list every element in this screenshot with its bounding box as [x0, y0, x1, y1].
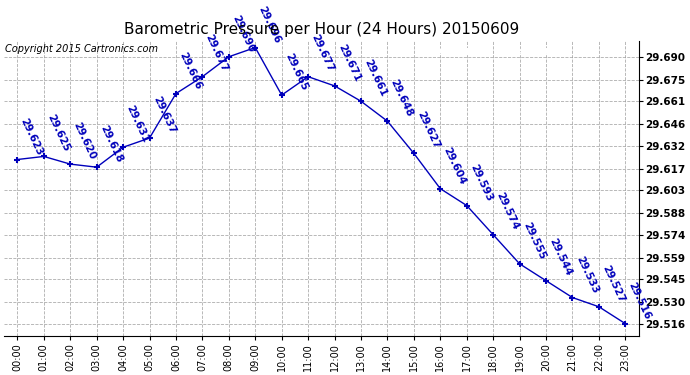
Text: Copyright 2015 Cartronics.com: Copyright 2015 Cartronics.com [6, 44, 159, 54]
Text: 29.544: 29.544 [547, 237, 573, 278]
Text: 29.620: 29.620 [72, 121, 98, 161]
Text: 29.661: 29.661 [362, 58, 388, 99]
Text: 29.604: 29.604 [442, 145, 468, 186]
Text: 29.637: 29.637 [151, 94, 177, 135]
Text: 29.648: 29.648 [388, 78, 415, 118]
Text: 29.593: 29.593 [468, 162, 494, 203]
Text: 29.574: 29.574 [495, 191, 521, 232]
Text: 29.555: 29.555 [521, 220, 547, 261]
Text: 29.527: 29.527 [600, 263, 627, 304]
Text: 29.631: 29.631 [124, 104, 150, 144]
Text: 29.627: 29.627 [415, 110, 442, 151]
Text: 29.623: 29.623 [19, 116, 45, 157]
Text: 29.618: 29.618 [98, 124, 124, 164]
Text: 29.690: 29.690 [230, 13, 256, 54]
Text: 29.696: 29.696 [257, 4, 283, 45]
Text: 29.516: 29.516 [627, 280, 653, 321]
Title: Barometric Pressure per Hour (24 Hours) 20150609: Barometric Pressure per Hour (24 Hours) … [124, 22, 519, 38]
Text: 29.533: 29.533 [574, 254, 600, 295]
Text: 29.671: 29.671 [336, 42, 362, 83]
Text: 29.625: 29.625 [46, 113, 71, 154]
Text: 29.665: 29.665 [283, 52, 309, 92]
Text: 29.677: 29.677 [310, 33, 335, 74]
Text: 29.666: 29.666 [177, 50, 204, 91]
Text: 29.677: 29.677 [204, 33, 230, 74]
